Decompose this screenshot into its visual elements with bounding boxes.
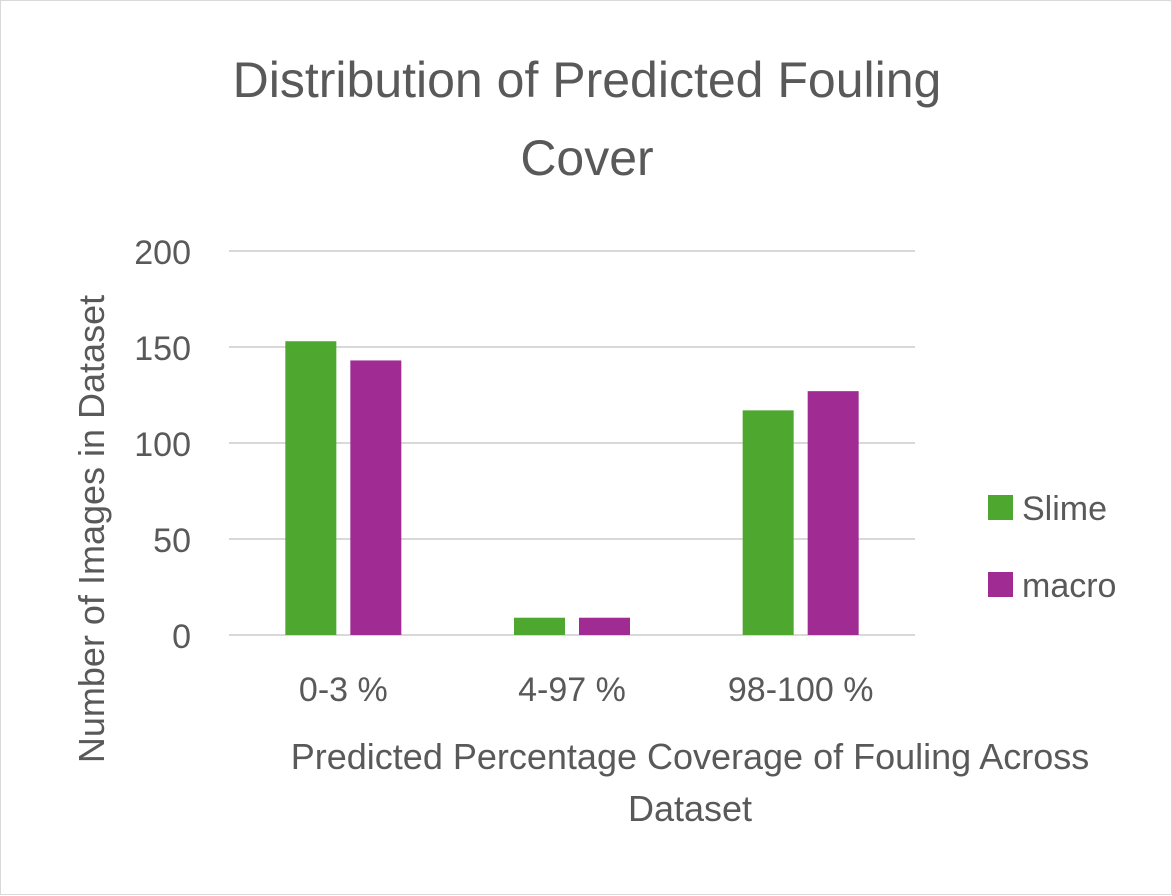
legend: Slime macro — [988, 490, 1116, 605]
bar-macro-1 — [579, 617, 630, 635]
y-axis-ticks: 0 50 100 150 200 — [134, 234, 191, 656]
x-axis-label-line-1: Predicted Percentage Coverage of Fouling… — [291, 736, 1089, 777]
gridlines — [229, 250, 915, 636]
legend-swatch-macro — [988, 572, 1013, 597]
x-axis-ticks: 0-3 % 4-97 % 98-100 % — [299, 671, 874, 709]
y-tick-label: 100 — [134, 426, 191, 464]
bar-macro-2 — [807, 391, 859, 635]
x-tick-label: 4-97 % — [518, 671, 626, 709]
legend-swatch-slime — [988, 495, 1013, 520]
y-tick-label: 200 — [134, 234, 191, 272]
bar-slime-1 — [514, 617, 565, 635]
bars — [285, 341, 859, 635]
legend-label-macro: macro — [1022, 567, 1116, 605]
x-tick-label: 98-100 % — [728, 671, 874, 709]
y-tick-label: 150 — [134, 330, 191, 368]
bar-slime-2 — [742, 410, 794, 635]
y-tick-label: 50 — [153, 522, 191, 560]
y-tick-label: 0 — [172, 618, 191, 656]
chart-title-line-1: Distribution of Predicted Fouling — [233, 52, 942, 108]
y-axis-label: Number of Images in Dataset — [71, 295, 112, 763]
chart-title-line-2: Cover — [520, 130, 653, 186]
x-axis-label-line-2: Dataset — [628, 788, 752, 829]
bar-slime-0 — [285, 341, 337, 635]
bar-macro-0 — [350, 360, 402, 635]
x-tick-label: 0-3 % — [299, 671, 388, 709]
legend-label-slime: Slime — [1022, 490, 1107, 528]
